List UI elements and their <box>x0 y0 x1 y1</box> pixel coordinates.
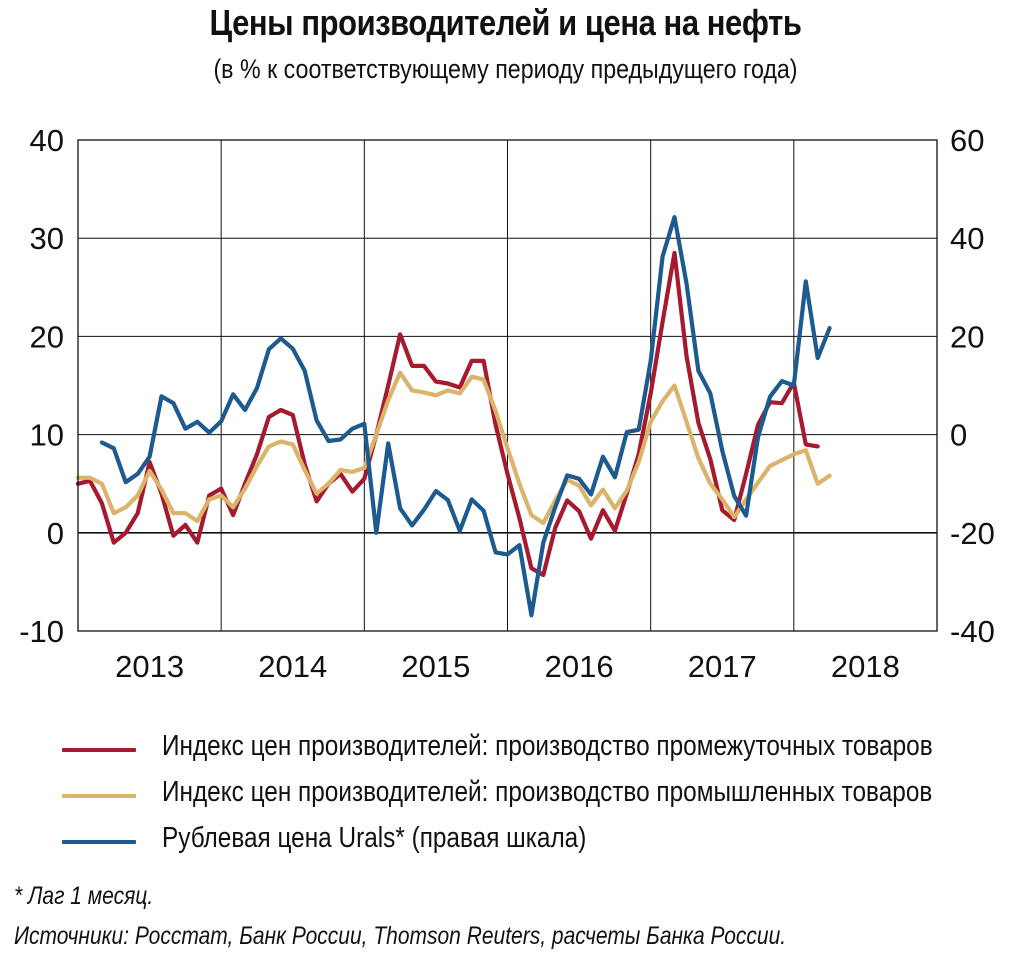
legend-swatch-urals-price <box>62 840 136 844</box>
legend-label-industrial-goods: Индекс цен производителей: производство … <box>162 776 933 808</box>
axis-ticks: -10 0 10 20 30 40 -40 -20 0 20 40 60 2013 2014 2015 201… <box>19 123 995 684</box>
chart-subtitle: (в % к соответствующему периоду предыдущ… <box>213 54 798 84</box>
series-line-industrial-goods <box>75 370 832 526</box>
left-axis-tick-label: 0 <box>47 516 64 551</box>
legend-label-urals-price: Рублевая цена Urals* (правая шкала) <box>162 822 587 854</box>
right-axis-tick-label: -20 <box>950 516 995 551</box>
right-axis-tick-label: 20 <box>950 319 984 354</box>
footnote-lag: * Лаг 1 месяц. <box>14 882 154 910</box>
right-axis-tick-label: -40 <box>950 614 995 649</box>
chart-title: Цены производителей и цена на нефть <box>209 2 802 43</box>
series-line-intermediate-goods <box>75 250 820 578</box>
x-axis-tick-label: 2016 <box>545 649 614 684</box>
legend-label-intermediate-goods: Индекс цен производителей: производство … <box>162 730 933 762</box>
footnote-sources: Источники: Росстат, Банк России, Thomson… <box>14 922 787 950</box>
right-axis-tick-label: 40 <box>950 221 984 256</box>
left-axis-tick-label: 40 <box>30 123 64 158</box>
right-axis-tick-label: 60 <box>950 123 984 158</box>
legend-swatch-intermediate-goods <box>62 748 136 752</box>
right-axis-tick-label: 0 <box>950 418 967 453</box>
left-axis-tick-label: 20 <box>30 319 64 354</box>
x-axis-tick-label: 2014 <box>258 649 327 684</box>
x-axis-tick-label: 2015 <box>401 649 470 684</box>
left-axis-tick-label: 30 <box>30 221 64 256</box>
x-axis-tick-label: 2018 <box>831 649 900 684</box>
x-axis-tick-label: 2013 <box>115 649 184 684</box>
left-axis-tick-label: -10 <box>19 614 64 649</box>
legend-swatch-industrial-goods <box>62 794 136 798</box>
left-axis-tick-label: 10 <box>30 418 64 453</box>
series-lines <box>75 215 832 618</box>
x-axis-tick-label: 2017 <box>688 649 757 684</box>
grid-lines <box>78 139 937 632</box>
series-line-urals-price <box>99 215 832 618</box>
line-chart: -10 0 10 20 30 40 -40 -20 0 20 40 60 2013 2014 2015 201… <box>19 123 995 684</box>
plot-frame <box>77 139 938 632</box>
